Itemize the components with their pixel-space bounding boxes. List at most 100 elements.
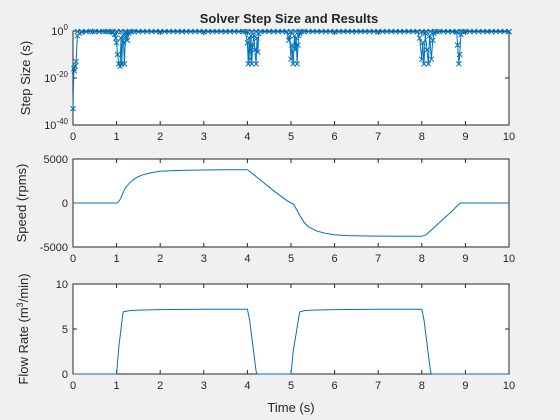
x-tick-label: 5 [288,131,294,143]
step-size-point [497,28,504,35]
step-size-point [410,28,416,35]
step-size-point [170,28,177,35]
step-size-point [285,37,292,44]
step-size-point [431,30,437,37]
step-size-point [255,49,261,56]
step-size-point [479,28,486,35]
step-size-point [235,28,242,35]
step-size-point [152,28,159,35]
step-size-point [405,28,412,35]
step-size-point [275,28,281,35]
step-size-point [83,28,89,35]
flow-rate-line [73,308,509,375]
step-size-point [296,28,303,35]
step-size-point [327,28,334,35]
step-size-panel: 0 1 2 3 4 5 6 7 8 9 10 100 10-20 10-40 Step Size (s) [18,23,515,143]
step-size-point [484,28,491,35]
x-tick-label: 9 [462,253,468,265]
step-size-point [124,37,131,44]
x-tick-label: 9 [462,131,468,143]
step-size-point [118,61,125,67]
step-size-point [419,39,426,46]
step-size-point [279,28,286,35]
x-tick-label: 0 [70,380,76,392]
step-size-point [73,58,79,65]
step-size-point [336,28,342,35]
step-size-point [289,42,295,48]
x-tick-label: 8 [419,380,425,392]
step-size-point [428,56,435,63]
x-tick-label: 7 [375,380,381,392]
step-size-point [454,42,461,48]
step-size-point [331,28,338,35]
x-tick-label: 7 [375,253,381,265]
step-size-point [139,28,146,35]
flow-rate-marks [73,308,509,375]
time-xlabel: Time (s) [267,400,314,415]
step-size-point [166,28,172,35]
y-tick-label: 0 [62,369,68,381]
x-tick-label: 1 [114,253,120,265]
step-size-point [340,28,347,35]
step-size-point [120,39,127,46]
step-size-point [440,28,447,35]
step-size-point [357,28,364,35]
flow-rate-ylabel-rest: /min) [16,273,31,302]
step-size-point [144,28,150,35]
x-tick-label: 10 [503,380,515,392]
x-tick-label: 4 [244,380,250,392]
x-tick-label: 2 [157,131,163,143]
x-tick-label: 5 [288,253,294,265]
step-size-point [121,61,128,67]
step-size-point [424,46,430,53]
step-size-point [205,28,212,35]
step-size-point [288,56,294,63]
x-tick-label: 0 [70,253,76,265]
step-size-point [353,28,360,35]
step-size-point [118,28,124,35]
step-size-point [349,28,355,35]
step-size-point [253,28,259,35]
step-size-point [254,35,260,41]
step-size-point [192,28,198,35]
y-tick-label: -5000 [40,242,68,254]
y-tick-label: 10 [56,279,68,291]
step-size-point [501,28,508,35]
x-tick-label: 10 [503,253,515,265]
step-size-point [91,28,98,35]
step-size-ylabel: Step Size (s) [18,41,33,115]
step-size-point [375,28,382,35]
step-size-point [429,37,436,44]
step-size-point [179,28,185,35]
step-size-point [100,28,107,35]
step-size-point [248,61,255,67]
flow-rate-plot-area [72,283,510,375]
x-tick-label: 9 [462,380,468,392]
step-size-point [161,28,168,35]
step-size-plot-area [72,30,510,126]
step-size-point [187,28,194,35]
step-size-point [288,28,294,35]
y-tick-label: 0 [62,198,68,210]
step-size-point [456,61,462,67]
step-size-point [388,28,395,35]
x-tick-label: 2 [157,380,163,392]
speed-marks [73,169,509,237]
step-size-point [471,28,477,35]
step-size-point [318,28,325,35]
x-tick-label: 5 [288,380,294,392]
step-size-point [200,28,207,35]
step-size-point [401,28,408,35]
y-tick-label: 100 [51,23,68,38]
step-size-point [384,28,390,35]
step-size-point [309,28,316,35]
y-tick-label: 10-20 [44,70,68,85]
step-size-point [261,28,268,35]
step-size-point [105,28,111,35]
flow-rate-ylabel-main: Flow Rate (m [16,307,31,384]
step-size-point [247,56,253,63]
step-size-point [294,61,300,67]
step-size-point [426,32,433,39]
step-size-point [70,105,76,112]
step-size-point [506,28,512,35]
